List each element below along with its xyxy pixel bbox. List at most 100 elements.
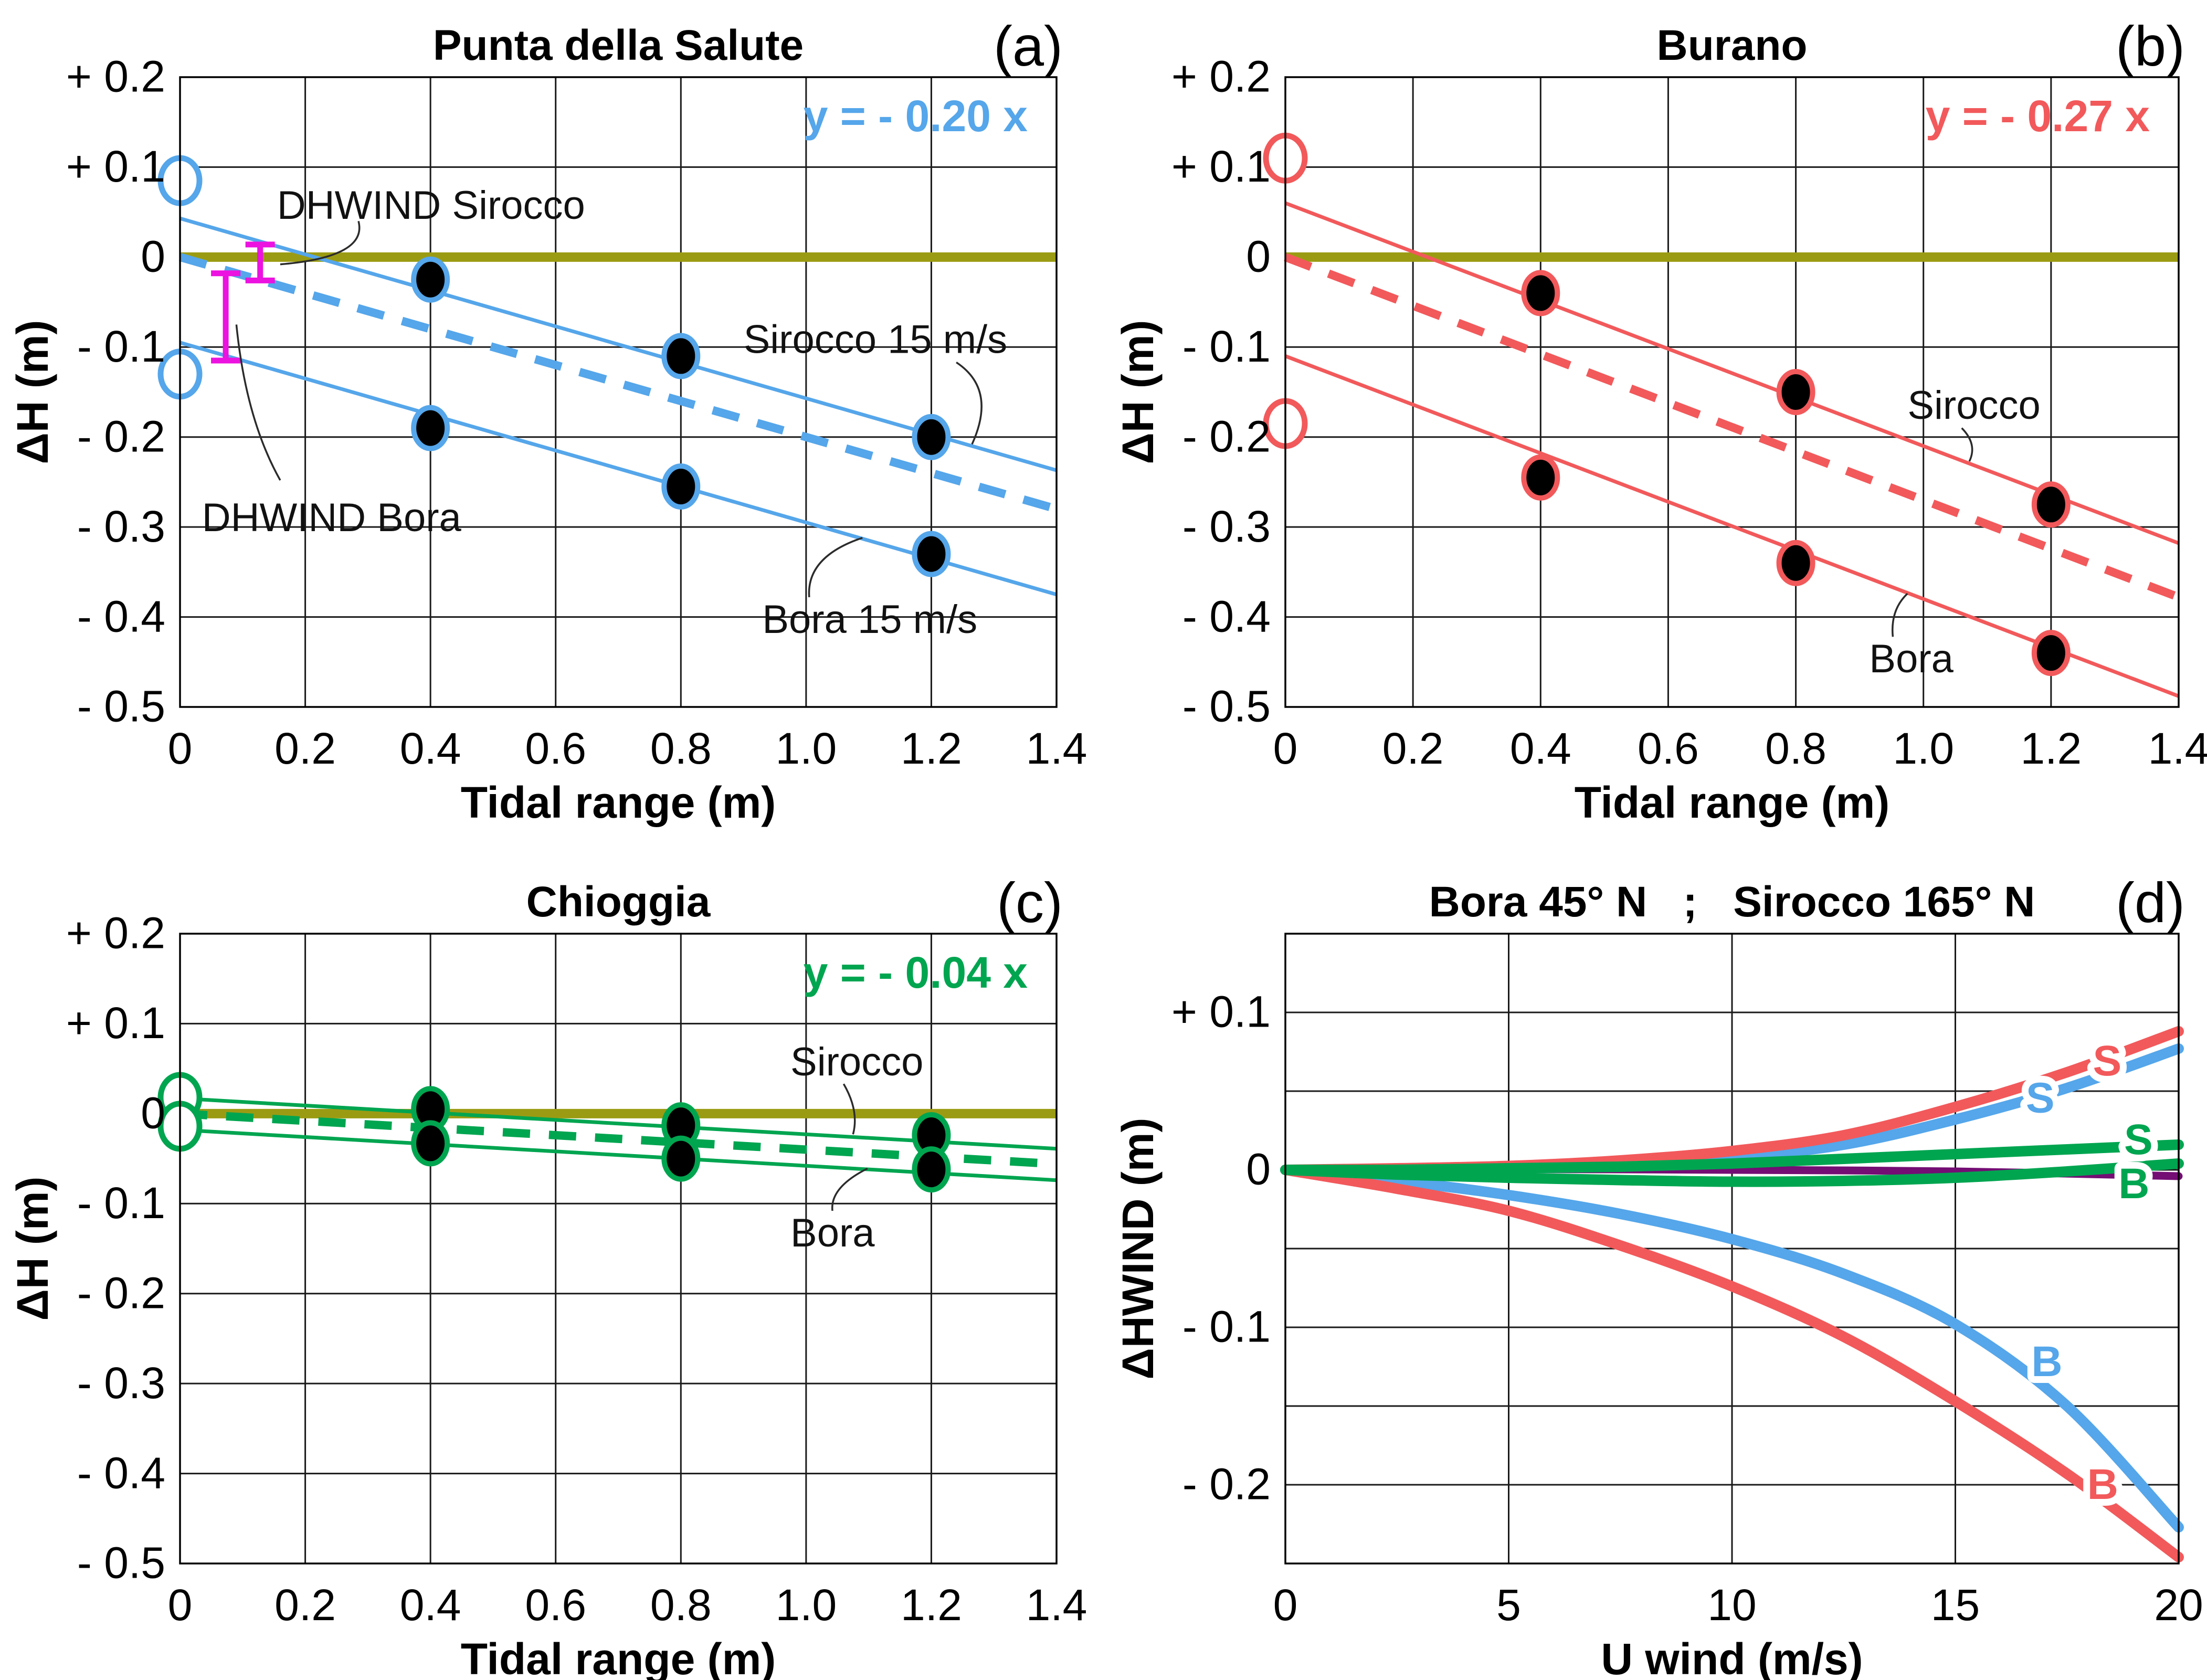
annotation-text: Sirocco xyxy=(790,1040,923,1084)
panel-title: Bora 45° N ; Sirocco 165° N xyxy=(1429,878,2035,926)
curve-label-sirocco-blue: S xyxy=(2026,1074,2055,1122)
y-tick-label: - 0.5 xyxy=(77,682,165,731)
x-tick-label: 0.2 xyxy=(1382,724,1444,773)
x-tick-label: 1.0 xyxy=(1893,724,1954,773)
x-axis-title: U wind (m/s) xyxy=(1601,1634,1863,1680)
wind-line-bora-15 xyxy=(179,341,1057,597)
annotation-text: Sirocco xyxy=(1907,383,2040,428)
wind-line-bora xyxy=(1284,354,2180,698)
data-point-bora xyxy=(661,463,701,510)
curve-sirocco-green xyxy=(1280,1139,2184,1176)
curve-bora-blue xyxy=(1280,1165,2184,1533)
annotation-text: Bora xyxy=(1869,637,1953,681)
y-tick-label: 0 xyxy=(1246,232,1271,281)
y-tick-label: - 0.2 xyxy=(1182,1460,1271,1509)
equation-label: y = - 0.20 x xyxy=(804,91,1028,141)
data-point-sirocco xyxy=(1521,270,1560,316)
y-tick-label: + 0.2 xyxy=(1171,52,1271,101)
y-tick-label: - 0.3 xyxy=(77,502,165,551)
x-tick-label: 0.6 xyxy=(525,1580,586,1630)
x-tick-label: 1.2 xyxy=(901,1580,962,1630)
annotation-leader xyxy=(280,220,361,266)
annotation-leader xyxy=(1892,593,1908,637)
y-tick-label: + 0.2 xyxy=(66,908,165,958)
y-tick-label: 0 xyxy=(141,232,165,281)
x-tick-label: 10 xyxy=(1707,1580,1756,1630)
plot-border xyxy=(1284,933,2180,1565)
x-tick-label: 0.8 xyxy=(650,1580,712,1630)
curve-label-sirocco-green: S xyxy=(2124,1116,2153,1164)
wind-line-sirocco xyxy=(1284,201,2180,545)
data-point-sirocco xyxy=(1776,369,1815,415)
x-axis-title: Tidal range (m) xyxy=(461,1634,776,1680)
x-tick-label: 0 xyxy=(168,724,193,773)
y-tick-label: + 0.1 xyxy=(1171,142,1271,191)
x-tick-label: 0.4 xyxy=(400,724,461,773)
x-tick-label: 1.4 xyxy=(1026,1580,1087,1630)
data-point-bora xyxy=(1776,540,1815,586)
fit-line-dashed xyxy=(1284,253,2180,601)
curve-label-bora-blue: B xyxy=(2031,1338,2062,1386)
y-tick-label: - 0.1 xyxy=(1182,1302,1271,1351)
y-axis-title: ΔH (m) xyxy=(8,320,57,464)
y-tick-label: - 0.1 xyxy=(77,1178,165,1228)
wind-line-bora xyxy=(179,1128,1057,1182)
panel-c: Sirocco Bora y = - 0.04 x 0 0.2 0.4 0.6 0.8 1.0 1… xyxy=(8,871,1087,1680)
y-tick-label: 0 xyxy=(1246,1145,1271,1194)
curve-bora-green xyxy=(1280,1158,2184,1187)
panel-b: Sirocco Bora y = - 0.27 x 0 0.2 0.4 0.6 0.8 1.0 1… xyxy=(1113,14,2207,827)
y-tick-label: - 0.4 xyxy=(77,591,165,641)
panel-title: Chioggia xyxy=(526,878,711,926)
annotation-leader xyxy=(956,361,983,445)
x-tick-label: 0.8 xyxy=(650,724,712,773)
wind-line-sirocco xyxy=(179,1096,1057,1151)
plot-border xyxy=(179,76,1058,708)
y-tick-label: + 0.1 xyxy=(1171,987,1271,1037)
data-point-sirocco xyxy=(912,414,951,460)
panel-title: Punta della Salute xyxy=(433,22,804,69)
annotation-text: DHWIND Sirocco xyxy=(277,183,585,228)
curve-label-sirocco-red: S xyxy=(2093,1037,2121,1085)
x-tick-label: 1.4 xyxy=(1026,724,1087,773)
y-tick-label: - 0.2 xyxy=(77,1268,165,1317)
y-tick-label: - 0.3 xyxy=(77,1358,165,1408)
data-point-bora xyxy=(661,1135,701,1182)
y-tick-label: - 0.3 xyxy=(1182,502,1271,551)
annotation-leader xyxy=(1961,427,1973,462)
y-tick-label: + 0.1 xyxy=(66,142,165,191)
plot-border xyxy=(1284,76,2180,708)
x-tick-label: 0.2 xyxy=(274,724,336,773)
panel-corner-label: (d) xyxy=(2116,871,2185,934)
equation-label: y = - 0.04 x xyxy=(804,948,1028,997)
data-point-bora xyxy=(912,531,951,577)
y-axis-title: ΔH (m) xyxy=(8,1176,57,1320)
annotation-leader xyxy=(831,1167,868,1211)
panel-corner-label: (c) xyxy=(997,871,1063,934)
x-tick-label: 20 xyxy=(2154,1580,2203,1630)
x-tick-label: 0.2 xyxy=(274,1580,336,1630)
x-tick-label: 1.0 xyxy=(775,1580,837,1630)
y-tick-label: - 0.2 xyxy=(77,411,165,461)
annotation-leader xyxy=(235,324,281,481)
panel-corner-label: (b) xyxy=(2116,14,2185,78)
data-point-sirocco xyxy=(2031,481,2071,528)
equation-label: y = - 0.27 x xyxy=(1926,91,2150,141)
x-tick-label: 0.8 xyxy=(1765,724,1826,773)
data-point-bora xyxy=(411,1120,450,1167)
annotation-leader xyxy=(842,1083,856,1135)
data-point-bora xyxy=(912,1146,951,1193)
x-tick-label: 15 xyxy=(1931,1580,1980,1630)
annotation-text: Bora xyxy=(790,1211,875,1255)
x-tick-label: 0.4 xyxy=(400,1580,461,1630)
curve-label-bora-red: B xyxy=(2087,1461,2118,1508)
y-tick-label: - 0.5 xyxy=(77,1538,165,1588)
x-tick-label: 0 xyxy=(1273,724,1298,773)
y-axis-title: ΔH (m) xyxy=(1113,320,1163,464)
x-tick-label: 0.6 xyxy=(525,724,586,773)
data-point-sirocco xyxy=(661,333,701,379)
panel-a: DHWIND Sirocco DHWIND Bora Sirocco 15 m/s B… xyxy=(8,14,1087,827)
x-tick-label: 1.0 xyxy=(775,724,837,773)
x-tick-label: 0.4 xyxy=(1510,724,1571,773)
curve-bora-red xyxy=(1280,1165,2184,1562)
